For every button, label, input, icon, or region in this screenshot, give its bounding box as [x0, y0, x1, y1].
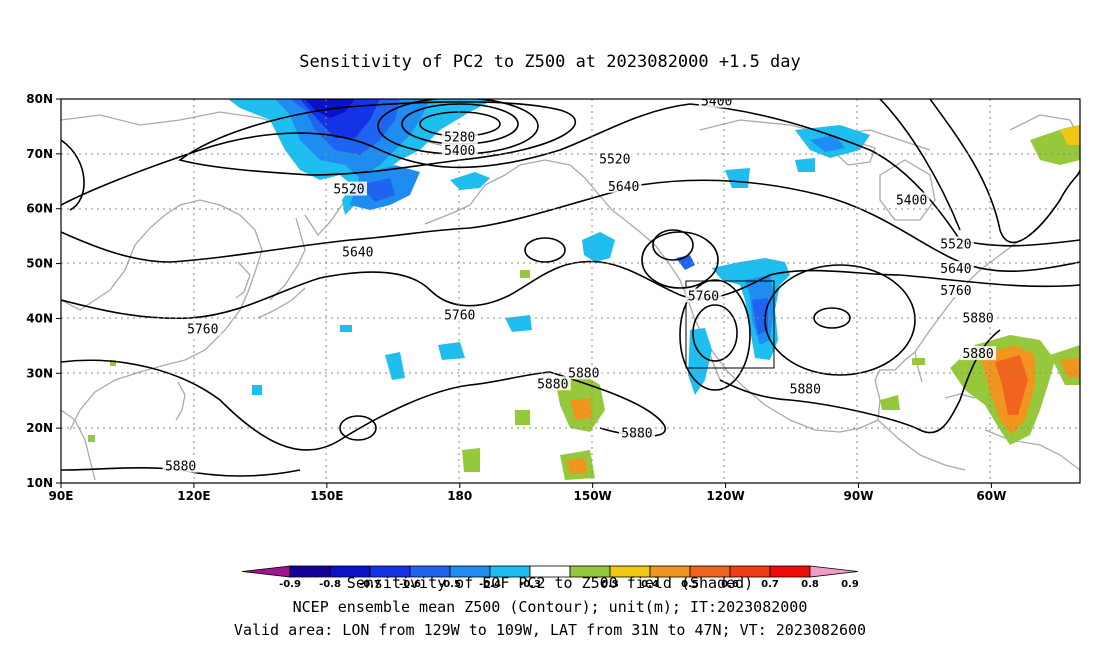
caption-contour: NCEP ensemble mean Z500 (Contour); unit(… [292, 598, 808, 616]
colorbar-label: 0.6 [721, 579, 739, 590]
contour-label: 5760 [187, 322, 218, 337]
contour-label: 5400 [896, 193, 927, 208]
contour-labels: 5280540054005400552055205520564056405640… [162, 95, 997, 475]
contour-label: 5880 [621, 427, 652, 442]
contour-label: 5520 [333, 183, 364, 198]
contour-label: 5880 [165, 460, 196, 475]
contour-label: 5880 [537, 377, 568, 392]
lat-tick-label: 40N [26, 311, 53, 325]
colorbar-label: 0.4 [641, 579, 659, 590]
lat-tick-label: 60N [26, 202, 53, 216]
sensitivity-shading [88, 99, 1080, 480]
contour-label-bg [534, 376, 571, 391]
contour-label-bg [330, 181, 367, 196]
contour-label-bg [937, 236, 974, 251]
colorbar: -0.9 -0.8 -0.7 -0.6 -0.5 -0.4 -0.3 0.3 0.4 0.5 0.6… [241, 565, 859, 590]
contour-label: 5400 [444, 144, 475, 159]
map-frame [60, 98, 1081, 484]
contour-label: 5760 [444, 309, 475, 324]
contour-label-bg [565, 365, 602, 380]
lat-tick-label: 70N [26, 147, 53, 161]
map-plot-area: 5280540054005400552055205520564056405640… [61, 95, 1080, 483]
lon-tick-label: 120W [706, 489, 744, 503]
contour-label: 5640 [940, 262, 971, 277]
colorbar-label: 0.5 [681, 579, 699, 590]
contour-label-bg [960, 346, 997, 361]
contour-label: 5640 [608, 180, 639, 195]
lon-tick-label: 90W [844, 489, 874, 503]
colorbar-label: 0.9 [841, 579, 859, 590]
contour-label-bg [937, 283, 974, 297]
colorbar-label: 0.3 [601, 579, 619, 590]
colorbar-label: 0.7 [761, 579, 779, 590]
caption-shaded: Sensitivity of EOF PC2 to Z500 field (Sh… [346, 574, 754, 592]
axis-ticks: 90E 120E 150E 180 150W 120W 90W 60W 80N 70N 60N 50N… [26, 92, 1006, 503]
colorbar-label: 0.8 [801, 579, 819, 590]
contour-label-bg [441, 307, 478, 322]
lat-tick-label: 20N [26, 421, 53, 435]
contour-label-bg [960, 310, 997, 325]
contour-label: 5400 [701, 95, 732, 110]
contour-label: 5760 [688, 289, 719, 304]
gridlines [61, 99, 1080, 483]
colorbar-label: -0.7 [359, 579, 381, 590]
contour-label-bg [937, 261, 974, 276]
colorbar-label: -0.6 [399, 579, 421, 590]
contour-label-bg [698, 99, 735, 108]
contour-label-bg [618, 425, 655, 440]
contour-label-bg [787, 381, 824, 396]
colorbar-label: -0.5 [439, 579, 461, 590]
colorbar-label: -0.3 [519, 579, 541, 590]
lon-tick-label: 180 [447, 489, 472, 503]
contour-label-bg [162, 458, 199, 473]
contour-label-bg [605, 178, 642, 193]
contour-label-bg [339, 244, 376, 259]
lon-tick-label: 150E [310, 489, 343, 503]
map-title: Sensitivity of PC2 to Z500 at 2023082000… [299, 52, 801, 72]
colorbar-label: -0.8 [319, 579, 341, 590]
contour-label-bg [596, 151, 633, 166]
contour-label-bg [184, 321, 221, 336]
lon-tick-label: 60W [976, 489, 1006, 503]
colorbar-label: -0.4 [479, 579, 501, 590]
contour-label: 5280 [444, 130, 475, 145]
contour-label: 5880 [962, 311, 993, 326]
lon-tick-label: 120E [177, 489, 210, 503]
contour-label: 5640 [342, 246, 373, 261]
contour-label: 5880 [568, 366, 599, 381]
contour-label: 5880 [962, 347, 993, 362]
lat-tick-label: 80N [26, 92, 53, 106]
lat-tick-label: 50N [26, 257, 53, 271]
colorbar-label: -0.9 [279, 579, 301, 590]
caption-valid-area: Valid area: LON from 129W to 109W, LAT f… [233, 621, 867, 639]
contour-label: 5520 [599, 152, 630, 167]
contour-label-bg [441, 129, 478, 144]
lon-tick-label: 90E [49, 489, 74, 503]
contour-label: 5880 [790, 383, 821, 398]
contour-label-bg [685, 288, 722, 303]
contour-label-bg [893, 192, 930, 207]
valid-area-box [685, 280, 775, 369]
colorbar-high-arrow [809, 565, 859, 578]
lon-tick-label: 150W [574, 489, 612, 503]
lat-tick-label: 10N [26, 476, 53, 490]
lat-tick-label: 30N [26, 366, 53, 380]
contour-label: 5760 [940, 284, 971, 299]
contour-label-bg [441, 143, 478, 158]
contour-label: 5520 [940, 237, 971, 252]
